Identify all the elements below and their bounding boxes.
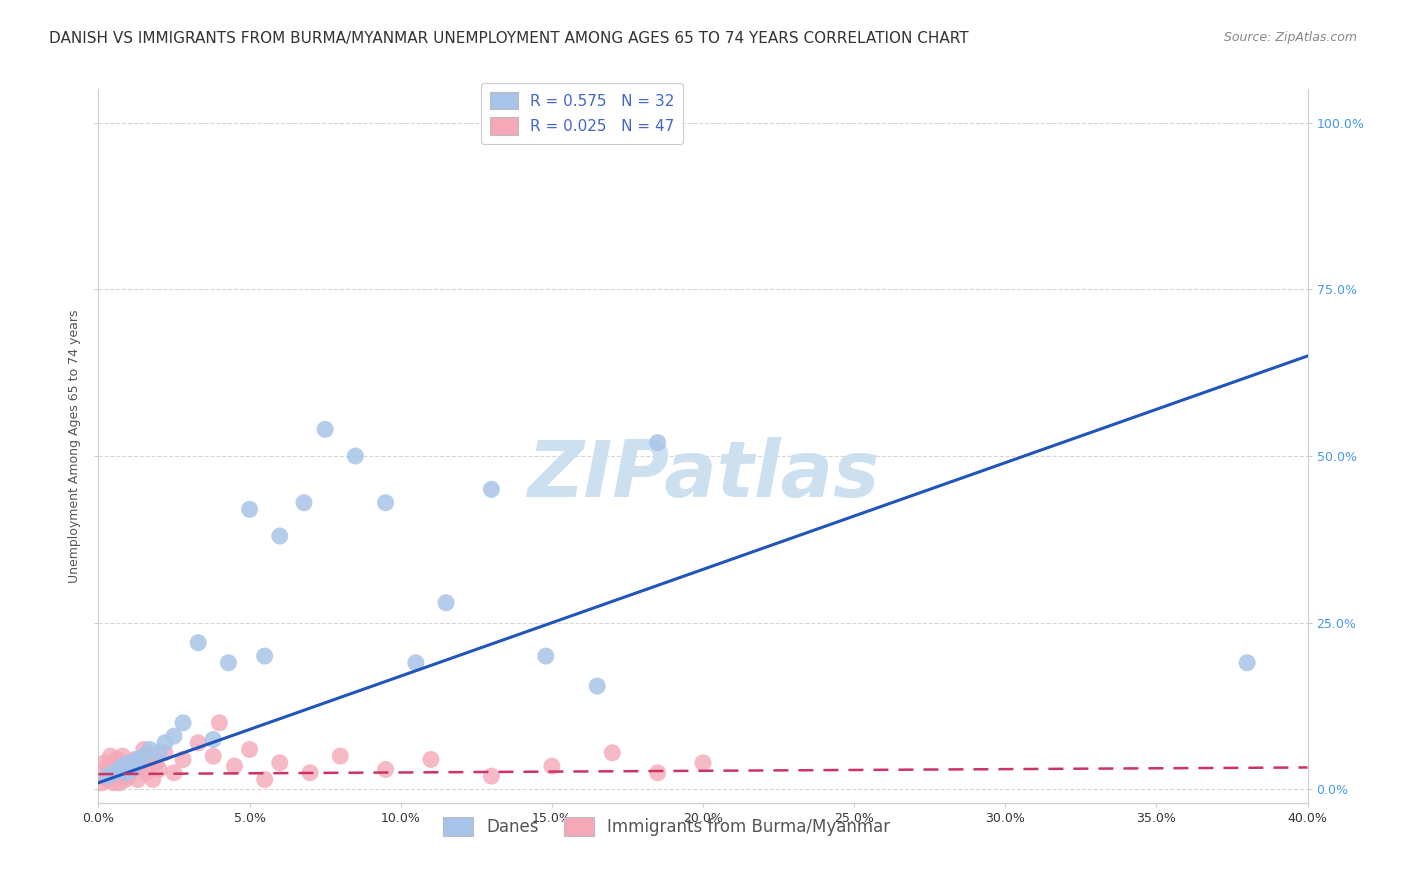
Point: [139, 742, 162, 756]
Point: [142, 772, 165, 787]
Point: [647, 435, 669, 450]
Point: [153, 736, 176, 750]
Point: [103, 765, 125, 780]
Point: [145, 756, 167, 770]
Point: [172, 752, 194, 766]
Point: [132, 749, 155, 764]
Point: [224, 759, 246, 773]
Point: [93, 769, 115, 783]
Point: [127, 752, 149, 766]
Point: [114, 765, 136, 780]
Point: [481, 769, 503, 783]
Point: [1236, 656, 1258, 670]
Point: [96, 759, 118, 773]
Point: [127, 772, 149, 787]
Point: [135, 765, 157, 780]
Point: [217, 656, 239, 670]
Point: [111, 765, 134, 780]
Point: [108, 776, 131, 790]
Y-axis label: Unemployment Among Ages 65 to 74 years: Unemployment Among Ages 65 to 74 years: [67, 310, 82, 582]
Point: [420, 752, 443, 766]
Point: [239, 502, 262, 516]
Point: [93, 756, 115, 770]
Point: [114, 772, 136, 787]
Point: [344, 449, 367, 463]
Point: [269, 529, 291, 543]
Point: [108, 759, 131, 773]
Point: [118, 756, 141, 770]
Point: [118, 769, 141, 783]
Point: [132, 742, 155, 756]
Point: [269, 756, 291, 770]
Point: [111, 749, 134, 764]
Point: [586, 679, 609, 693]
Point: [105, 769, 128, 783]
Point: [121, 763, 143, 777]
Point: [292, 496, 315, 510]
Point: [405, 656, 427, 670]
Point: [90, 776, 112, 790]
Point: [105, 752, 128, 766]
Point: [111, 759, 134, 773]
Point: [148, 746, 170, 760]
Point: [534, 649, 557, 664]
Point: [96, 772, 118, 787]
Point: [253, 649, 276, 664]
Point: [481, 483, 503, 497]
Point: [114, 756, 136, 770]
Point: [148, 763, 170, 777]
Point: [139, 749, 162, 764]
Point: [239, 742, 262, 756]
Point: [121, 763, 143, 777]
Point: [692, 756, 714, 770]
Legend: Danes, Immigrants from Burma/Myanmar: Danes, Immigrants from Burma/Myanmar: [434, 808, 898, 845]
Point: [103, 763, 125, 777]
Point: [374, 496, 396, 510]
Point: [129, 759, 152, 773]
Point: [202, 732, 225, 747]
Point: [314, 422, 336, 436]
Point: [434, 596, 457, 610]
Point: [124, 752, 146, 766]
Point: [253, 772, 276, 787]
Point: [108, 763, 131, 777]
Point: [153, 746, 176, 760]
Point: [163, 729, 186, 743]
Point: [202, 749, 225, 764]
Point: [103, 776, 125, 790]
Point: [187, 736, 209, 750]
Point: [540, 759, 562, 773]
Point: [329, 749, 352, 764]
Text: ZIPatlas: ZIPatlas: [527, 436, 879, 513]
Point: [374, 763, 396, 777]
Point: [172, 715, 194, 730]
Point: [163, 765, 186, 780]
Point: [96, 769, 118, 783]
Point: [100, 749, 122, 764]
Point: [647, 765, 669, 780]
Text: DANISH VS IMMIGRANTS FROM BURMA/MYANMAR UNEMPLOYMENT AMONG AGES 65 TO 74 YEARS C: DANISH VS IMMIGRANTS FROM BURMA/MYANMAR …: [49, 31, 969, 46]
Point: [100, 765, 122, 780]
Point: [299, 765, 322, 780]
Point: [187, 636, 209, 650]
Point: [208, 715, 231, 730]
Point: [602, 746, 624, 760]
Text: Source: ZipAtlas.com: Source: ZipAtlas.com: [1223, 31, 1357, 45]
